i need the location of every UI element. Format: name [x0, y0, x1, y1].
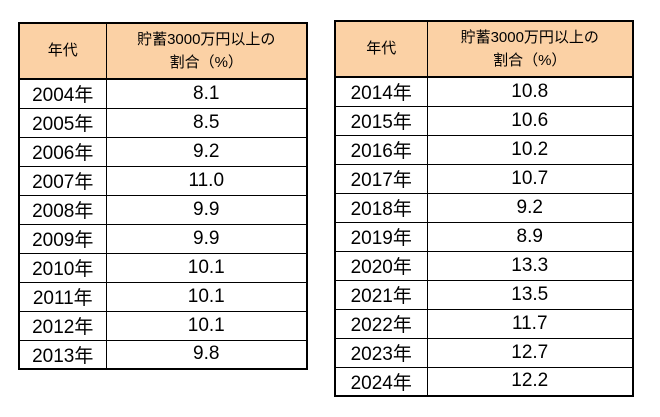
- year-column-header: 年代: [334, 20, 428, 78]
- year-cell: 2024年: [334, 366, 428, 397]
- year-cell: 2022年: [334, 308, 428, 339]
- table-row: 2020年 13.3: [334, 250, 634, 281]
- table-row: 2011年 10.1: [18, 281, 308, 312]
- year-cell: 2005年: [18, 107, 107, 138]
- value-cell: 10.1: [105, 310, 308, 341]
- table-row: 2006年 9.2: [18, 136, 308, 167]
- value-header-line1: 貯蓄3000万円以上の: [460, 28, 599, 46]
- savings-table-2004-2013: 年代 貯蓄3000万円以上の 割合（%） 2004年 8.1 2005年 8.5 2…: [18, 22, 308, 370]
- year-cell: 2017年: [334, 163, 428, 194]
- table-row: 2008年 9.9: [18, 194, 308, 225]
- table-row: 2004年 8.1: [18, 78, 308, 109]
- table-row: 2012年 10.1: [18, 310, 308, 341]
- value-column-header: 貯蓄3000万円以上の 割合（%）: [105, 22, 308, 80]
- year-cell: 2018年: [334, 192, 428, 223]
- value-cell: 8.5: [105, 107, 308, 138]
- value-cell: 10.1: [105, 252, 308, 283]
- value-cell: 8.9: [426, 221, 634, 252]
- year-cell: 2007年: [18, 165, 107, 196]
- year-cell: 2008年: [18, 194, 107, 225]
- value-header-line2: 割合（%）: [169, 54, 243, 71]
- table-row: 2015年 10.6: [334, 105, 634, 136]
- year-cell: 2021年: [334, 279, 428, 310]
- value-column-header: 貯蓄3000万円以上の 割合（%）: [426, 20, 634, 78]
- value-cell: 13.3: [426, 250, 634, 281]
- value-cell: 9.2: [426, 192, 634, 223]
- value-header-line2: 割合（%）: [493, 52, 567, 69]
- table-row: 2007年 11.0: [18, 165, 308, 196]
- year-cell: 2004年: [18, 78, 107, 109]
- year-cell: 2020年: [334, 250, 428, 281]
- year-cell: 2015年: [334, 105, 428, 136]
- value-cell: 10.7: [426, 163, 634, 194]
- table-row: 2023年 12.7: [334, 337, 634, 368]
- table-row: 2018年 9.2: [334, 192, 634, 223]
- value-cell: 10.2: [426, 134, 634, 165]
- value-cell: 9.8: [105, 339, 308, 370]
- table-row: 2009年 9.9: [18, 223, 308, 254]
- table-row: 2019年 8.9: [334, 221, 634, 252]
- table-row: 2017年 10.7: [334, 163, 634, 194]
- value-cell: 12.2: [426, 366, 634, 397]
- table-row: 2022年 11.7: [334, 308, 634, 339]
- year-cell: 2009年: [18, 223, 107, 254]
- table-row: 2010年 10.1: [18, 252, 308, 283]
- table-row: 2005年 8.5: [18, 107, 308, 138]
- year-cell: 2013年: [18, 339, 107, 370]
- year-cell: 2012年: [18, 310, 107, 341]
- value-header-line1: 貯蓄3000万円以上の: [137, 30, 276, 48]
- table-row: 2021年 13.5: [334, 279, 634, 310]
- value-cell: 10.1: [105, 281, 308, 312]
- year-cell: 2023年: [334, 337, 428, 368]
- table-row: 2014年 10.8: [334, 76, 634, 107]
- value-cell: 9.9: [105, 223, 308, 254]
- table-row: 2024年 12.2: [334, 366, 634, 397]
- year-cell: 2016年: [334, 134, 428, 165]
- header-row: 年代 貯蓄3000万円以上の 割合（%）: [334, 20, 634, 78]
- value-cell: 9.2: [105, 136, 308, 167]
- value-cell: 11.0: [105, 165, 308, 196]
- table-row: 2013年 9.8: [18, 339, 308, 370]
- year-cell: 2010年: [18, 252, 107, 283]
- year-cell: 2019年: [334, 221, 428, 252]
- year-cell: 2011年: [18, 281, 107, 312]
- savings-table-2014-2024: 年代 貯蓄3000万円以上の 割合（%） 2014年 10.8 2015年 10.6…: [334, 20, 634, 397]
- value-cell: 11.7: [426, 308, 634, 339]
- table-row: 2016年 10.2: [334, 134, 634, 165]
- year-column-header: 年代: [18, 22, 107, 80]
- value-cell: 12.7: [426, 337, 634, 368]
- year-cell: 2014年: [334, 76, 428, 107]
- value-cell: 8.1: [105, 78, 308, 109]
- value-cell: 10.8: [426, 76, 634, 107]
- year-cell: 2006年: [18, 136, 107, 167]
- header-row: 年代 貯蓄3000万円以上の 割合（%）: [18, 22, 308, 80]
- value-cell: 10.6: [426, 105, 634, 136]
- value-cell: 9.9: [105, 194, 308, 225]
- value-cell: 13.5: [426, 279, 634, 310]
